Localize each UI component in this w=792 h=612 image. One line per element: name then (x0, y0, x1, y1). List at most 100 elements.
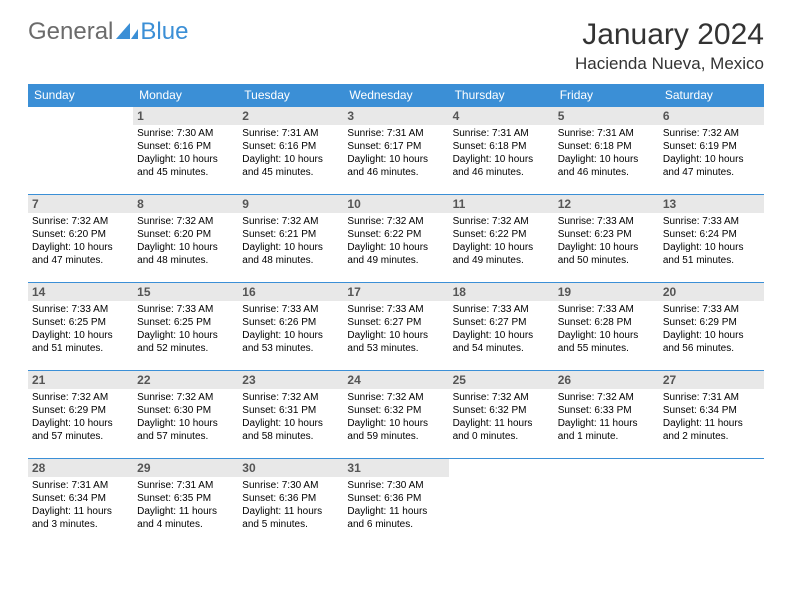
info-line: Sunrise: 7:32 AM (137, 215, 234, 228)
info-line: and 45 minutes. (137, 166, 234, 179)
day-info: Sunrise: 7:31 AMSunset: 6:34 PMDaylight:… (32, 479, 129, 531)
info-line: Daylight: 11 hours (558, 417, 655, 430)
info-line: Sunset: 6:33 PM (558, 404, 655, 417)
calendar-cell: 24Sunrise: 7:32 AMSunset: 6:32 PMDayligh… (343, 371, 448, 459)
day-info: Sunrise: 7:32 AMSunset: 6:29 PMDaylight:… (32, 391, 129, 443)
info-line: Daylight: 10 hours (137, 329, 234, 342)
info-line: and 46 minutes. (558, 166, 655, 179)
info-line: Sunset: 6:35 PM (137, 492, 234, 505)
day-number: 29 (133, 459, 238, 477)
info-line: Sunset: 6:20 PM (137, 228, 234, 241)
day-number: 31 (343, 459, 448, 477)
day-number: 8 (133, 195, 238, 213)
info-line: and 59 minutes. (347, 430, 444, 443)
calendar-row: 14Sunrise: 7:33 AMSunset: 6:25 PMDayligh… (28, 283, 764, 371)
calendar-cell: 25Sunrise: 7:32 AMSunset: 6:32 PMDayligh… (449, 371, 554, 459)
info-line: Daylight: 10 hours (558, 329, 655, 342)
info-line: Daylight: 11 hours (242, 505, 339, 518)
day-number: 27 (659, 371, 764, 389)
day-info: Sunrise: 7:33 AMSunset: 6:27 PMDaylight:… (453, 303, 550, 355)
info-line: Sunrise: 7:32 AM (663, 127, 760, 140)
day-info: Sunrise: 7:31 AMSunset: 6:16 PMDaylight:… (242, 127, 339, 179)
calendar-table: SundayMondayTuesdayWednesdayThursdayFrid… (28, 84, 764, 547)
day-number: 1 (133, 107, 238, 125)
day-info: Sunrise: 7:33 AMSunset: 6:28 PMDaylight:… (558, 303, 655, 355)
day-number: 22 (133, 371, 238, 389)
info-line: Sunset: 6:24 PM (663, 228, 760, 241)
info-line: Daylight: 11 hours (663, 417, 760, 430)
day-info: Sunrise: 7:31 AMSunset: 6:18 PMDaylight:… (558, 127, 655, 179)
info-line: Sunset: 6:30 PM (137, 404, 234, 417)
calendar-cell: 11Sunrise: 7:32 AMSunset: 6:22 PMDayligh… (449, 195, 554, 283)
day-number: 5 (554, 107, 659, 125)
info-line: Sunrise: 7:32 AM (558, 391, 655, 404)
info-line: Daylight: 10 hours (32, 329, 129, 342)
info-line: and 5 minutes. (242, 518, 339, 531)
info-line: and 47 minutes. (663, 166, 760, 179)
calendar-row: 1Sunrise: 7:30 AMSunset: 6:16 PMDaylight… (28, 107, 764, 195)
calendar-cell: 19 Sunrise: 7:33 AMSunset: 6:28 PMDayligh… (554, 283, 659, 371)
calendar-row: 28Sunrise: 7:31 AMSunset: 6:34 PMDayligh… (28, 459, 764, 547)
info-line: Sunrise: 7:32 AM (453, 391, 550, 404)
calendar-row: 21Sunrise: 7:32 AMSunset: 6:29 PMDayligh… (28, 371, 764, 459)
info-line: and 2 minutes. (663, 430, 760, 443)
day-info: Sunrise: 7:33 AMSunset: 6:23 PMDaylight:… (558, 215, 655, 267)
info-line: Sunset: 6:25 PM (32, 316, 129, 329)
info-line: Daylight: 10 hours (663, 329, 760, 342)
day-info: Sunrise: 7:32 AMSunset: 6:32 PMDaylight:… (453, 391, 550, 443)
calendar-cell: 16Sunrise: 7:33 AMSunset: 6:26 PMDayligh… (238, 283, 343, 371)
day-header: Monday (133, 84, 238, 107)
day-info: Sunrise: 7:32 AMSunset: 6:22 PMDaylight:… (347, 215, 444, 267)
calendar-cell: 28Sunrise: 7:31 AMSunset: 6:34 PMDayligh… (28, 459, 133, 547)
info-line: Sunset: 6:32 PM (347, 404, 444, 417)
info-line: and 55 minutes. (558, 342, 655, 355)
info-line: Sunrise: 7:33 AM (137, 303, 234, 316)
day-number: 19 (554, 283, 659, 301)
info-line: Daylight: 10 hours (32, 417, 129, 430)
info-line: Sunset: 6:16 PM (242, 140, 339, 153)
info-line: and 46 minutes. (453, 166, 550, 179)
info-line: and 51 minutes. (663, 254, 760, 267)
info-line: Sunset: 6:29 PM (32, 404, 129, 417)
info-line: and 47 minutes. (32, 254, 129, 267)
calendar-cell-empty (449, 459, 554, 547)
day-info: Sunrise: 7:33 AMSunset: 6:26 PMDaylight:… (242, 303, 339, 355)
info-line: Sunrise: 7:31 AM (137, 479, 234, 492)
info-line: and 54 minutes. (453, 342, 550, 355)
day-number: 4 (449, 107, 554, 125)
day-info: Sunrise: 7:32 AMSunset: 6:33 PMDaylight:… (558, 391, 655, 443)
calendar-cell: 13 Sunrise: 7:33 AMSunset: 6:24 PMDayligh… (659, 195, 764, 283)
info-line: Daylight: 10 hours (347, 417, 444, 430)
calendar-cell: 8Sunrise: 7:32 AMSunset: 6:20 PMDaylight… (133, 195, 238, 283)
info-line: Sunrise: 7:32 AM (242, 391, 339, 404)
calendar-cell: 14Sunrise: 7:33 AMSunset: 6:25 PMDayligh… (28, 283, 133, 371)
info-line: Sunset: 6:18 PM (453, 140, 550, 153)
info-line: and 58 minutes. (242, 430, 339, 443)
day-info: Sunrise: 7:32 AMSunset: 6:30 PMDaylight:… (137, 391, 234, 443)
day-info: Sunrise: 7:31 AMSunset: 6:34 PMDaylight:… (663, 391, 760, 443)
info-line: Sunrise: 7:33 AM (453, 303, 550, 316)
day-number: 15 (133, 283, 238, 301)
page-title: January 2024 (575, 18, 764, 52)
info-line: Daylight: 10 hours (32, 241, 129, 254)
info-line: Sunrise: 7:31 AM (32, 479, 129, 492)
calendar-cell: 15Sunrise: 7:33 AMSunset: 6:25 PMDayligh… (133, 283, 238, 371)
day-info: Sunrise: 7:33 AMSunset: 6:24 PMDaylight:… (663, 215, 760, 267)
info-line: Sunset: 6:22 PM (453, 228, 550, 241)
day-number: 13 (659, 195, 764, 213)
calendar-cell: 2Sunrise: 7:31 AMSunset: 6:16 PMDaylight… (238, 107, 343, 195)
calendar-cell: 29 Sunrise: 7:31 AMSunset: 6:35 PMDayligh… (133, 459, 238, 547)
day-header-row: SundayMondayTuesdayWednesdayThursdayFrid… (28, 84, 764, 107)
info-line: Sunrise: 7:33 AM (32, 303, 129, 316)
calendar-cell: 1Sunrise: 7:30 AMSunset: 6:16 PMDaylight… (133, 107, 238, 195)
info-line: Daylight: 10 hours (663, 241, 760, 254)
info-line: Sunset: 6:22 PM (347, 228, 444, 241)
info-line: and 46 minutes. (347, 166, 444, 179)
info-line: Sunset: 6:29 PM (663, 316, 760, 329)
day-info: Sunrise: 7:31 AMSunset: 6:35 PMDaylight:… (137, 479, 234, 531)
info-line: and 50 minutes. (558, 254, 655, 267)
day-header: Sunday (28, 84, 133, 107)
info-line: and 1 minute. (558, 430, 655, 443)
day-info: Sunrise: 7:32 AMSunset: 6:22 PMDaylight:… (453, 215, 550, 267)
info-line: and 56 minutes. (663, 342, 760, 355)
